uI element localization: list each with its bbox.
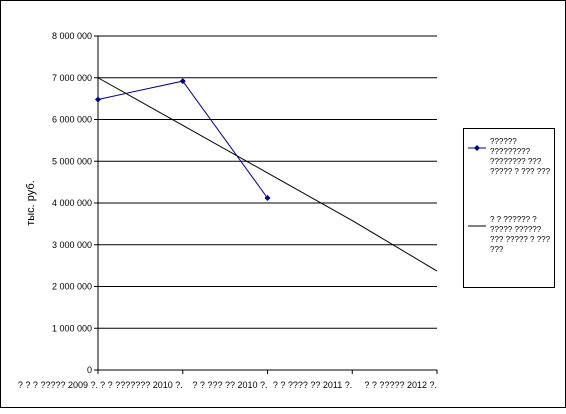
- y-tick-label-8: 8 000 000: [52, 31, 92, 41]
- series-1-point-1: [179, 78, 186, 85]
- y-tick-label-0: 0: [87, 365, 92, 375]
- x-tick-label-0: ? ? ? ????? 2009 ?.: [18, 380, 98, 390]
- grid-lines: [94, 35, 437, 371]
- series-1-point-2: [264, 194, 271, 201]
- x-tick-label-2: ? ? ??? ?? 2010 ?.: [192, 380, 267, 390]
- y-tick-label-5: 5 000 000: [52, 156, 92, 166]
- y-tick-labels: 0 1 000 000 2 000 000 3 000 000 4 000 000 5 0…: [52, 31, 92, 375]
- y-tick-label-1: 1 000 000: [52, 323, 92, 333]
- y-tick-label-3: 3 000 000: [52, 240, 92, 250]
- legend-marker-series-2: [468, 225, 486, 227]
- series-line-2: [97, 77, 438, 272]
- x-tick-label-3: ? ? ???? ?? 2011 ?.: [273, 380, 352, 390]
- x-tick-labels: ? ? ? ????? 2009 ?.? ? ??????? 2010 ?. ? …: [18, 370, 438, 390]
- legend-label-series-1: ?????? ????????? ???????? ??? ????? ? ??…: [490, 137, 551, 176]
- y-tick-label-4: 4 000 000: [52, 198, 92, 208]
- series-1-point-0: [95, 96, 101, 103]
- y-tick-label-2: 2 000 000: [52, 282, 92, 292]
- series-group: [95, 77, 438, 272]
- y-tick-label-7: 7 000 000: [52, 73, 92, 83]
- legend-label-series-2: ? ? ?????? ? ????? ?????? ??? ????? ? ??…: [490, 215, 551, 254]
- x-tick-label-4: ? ? ????? 2012 ?.: [364, 380, 437, 390]
- y-tick-label-6: 6 000 000: [52, 115, 92, 125]
- legend: ?????? ????????? ???????? ??? ????? ? ??…: [463, 128, 555, 288]
- x-tick-label-1: ? ? ??????? 2010 ?.: [100, 380, 183, 390]
- y-axis-label: тыс. руб.: [25, 180, 37, 226]
- series-line-1: [97, 80, 268, 199]
- legend-marker-series-1: [468, 145, 486, 151]
